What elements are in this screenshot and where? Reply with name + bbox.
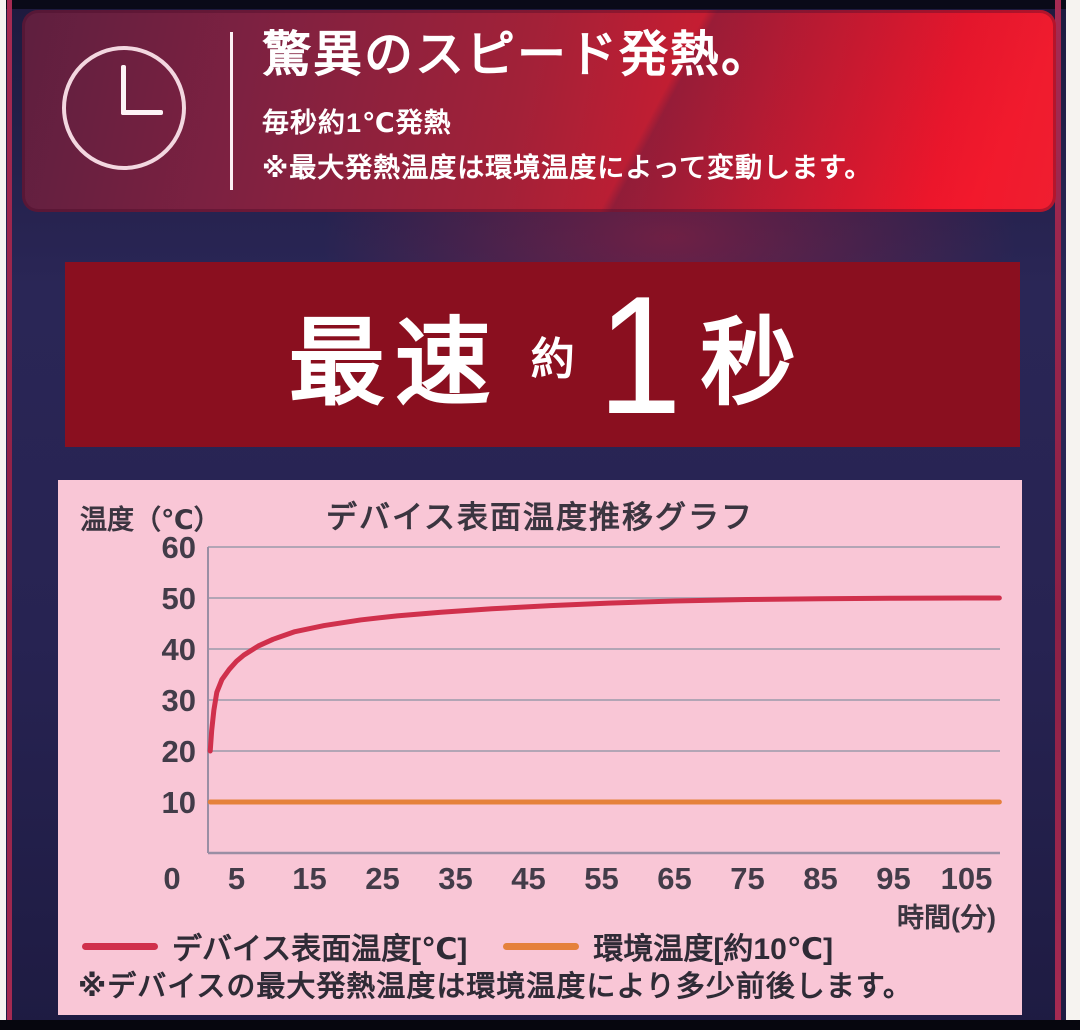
svg-text:45: 45 [511, 861, 545, 896]
legend-swatch-device-temp [82, 942, 158, 950]
svg-text:65: 65 [657, 861, 691, 896]
svg-text:35: 35 [438, 861, 472, 896]
svg-text:15: 15 [292, 861, 326, 896]
banner-prefix: 最速 [288, 310, 501, 417]
svg-text:55: 55 [584, 861, 618, 896]
chart-title: デバイス表面温度推移グラフ [325, 500, 755, 535]
chart-x-axis-label: 時間(分) [897, 903, 996, 933]
legend-label-device-temp: デバイス表面温度[℃] [172, 933, 468, 966]
chart-legend: デバイス表面温度[℃] 環境温度[約10℃] [82, 924, 833, 968]
bottom-border-strip [0, 1020, 1080, 1030]
banner-value: 1 [597, 260, 682, 449]
svg-text:25: 25 [365, 861, 399, 896]
svg-text:50: 50 [162, 581, 196, 616]
clock-hand-minute [121, 65, 126, 115]
svg-text:20: 20 [162, 734, 196, 769]
svg-text:75: 75 [730, 861, 764, 896]
clock-icon [62, 46, 186, 170]
svg-text:105: 105 [941, 861, 993, 896]
svg-text:60: 60 [162, 530, 196, 565]
svg-text:5: 5 [228, 861, 245, 896]
header-divider [230, 32, 233, 190]
banner-unit: 秒 [700, 310, 797, 417]
temperature-chart-panel: デバイス表面温度推移グラフ 温度（℃） 60 50 40 30 20 10 0 5 15 25 35… [58, 480, 1022, 1015]
svg-text:10: 10 [162, 785, 196, 820]
clock-hand-hour [121, 110, 163, 115]
chart-y-axis-label: 温度（℃） [80, 505, 221, 535]
header-text-block: 驚異のスピード発熱。 毎秒約1℃発熱 ※最大発熱温度は環境温度によって変動します… [262, 26, 872, 185]
svg-text:85: 85 [803, 861, 837, 896]
line-chart-plot: 60 50 40 30 20 10 0 5 15 25 35 45 55 65 75 85 95 105 [162, 530, 1002, 896]
header-note: ※最大発熱温度は環境温度によって変動します。 [262, 152, 873, 183]
left-white-edge [0, 0, 6, 1030]
top-border-strip [0, 0, 1080, 9]
right-white-edge [1066, 0, 1080, 1030]
header-subtitle: 毎秒約1℃発熱 [262, 107, 452, 138]
svg-text:30: 30 [162, 683, 196, 718]
banner-approx: 約 [530, 334, 575, 384]
left-crimson-edge-line [7, 0, 12, 1030]
legend-label-ambient-temp: 環境温度[約10℃] [593, 933, 834, 966]
header-panel: 驚異のスピード発熱。 毎秒約1℃発熱 ※最大発熱温度は環境温度によって変動します… [22, 10, 1056, 212]
svg-text:95: 95 [876, 861, 910, 896]
speed-banner: 最速 約 1 秒 [65, 262, 1020, 447]
right-crimson-edge-line [1055, 0, 1061, 1030]
legend-swatch-ambient-temp [503, 942, 580, 950]
svg-text:40: 40 [162, 632, 196, 667]
svg-text:0: 0 [163, 861, 180, 896]
page-title: 驚異のスピード発熱。 [262, 28, 773, 82]
chart-footnote: ※デバイスの最大発熱温度は環境温度により多少前後します。 [78, 971, 913, 1003]
